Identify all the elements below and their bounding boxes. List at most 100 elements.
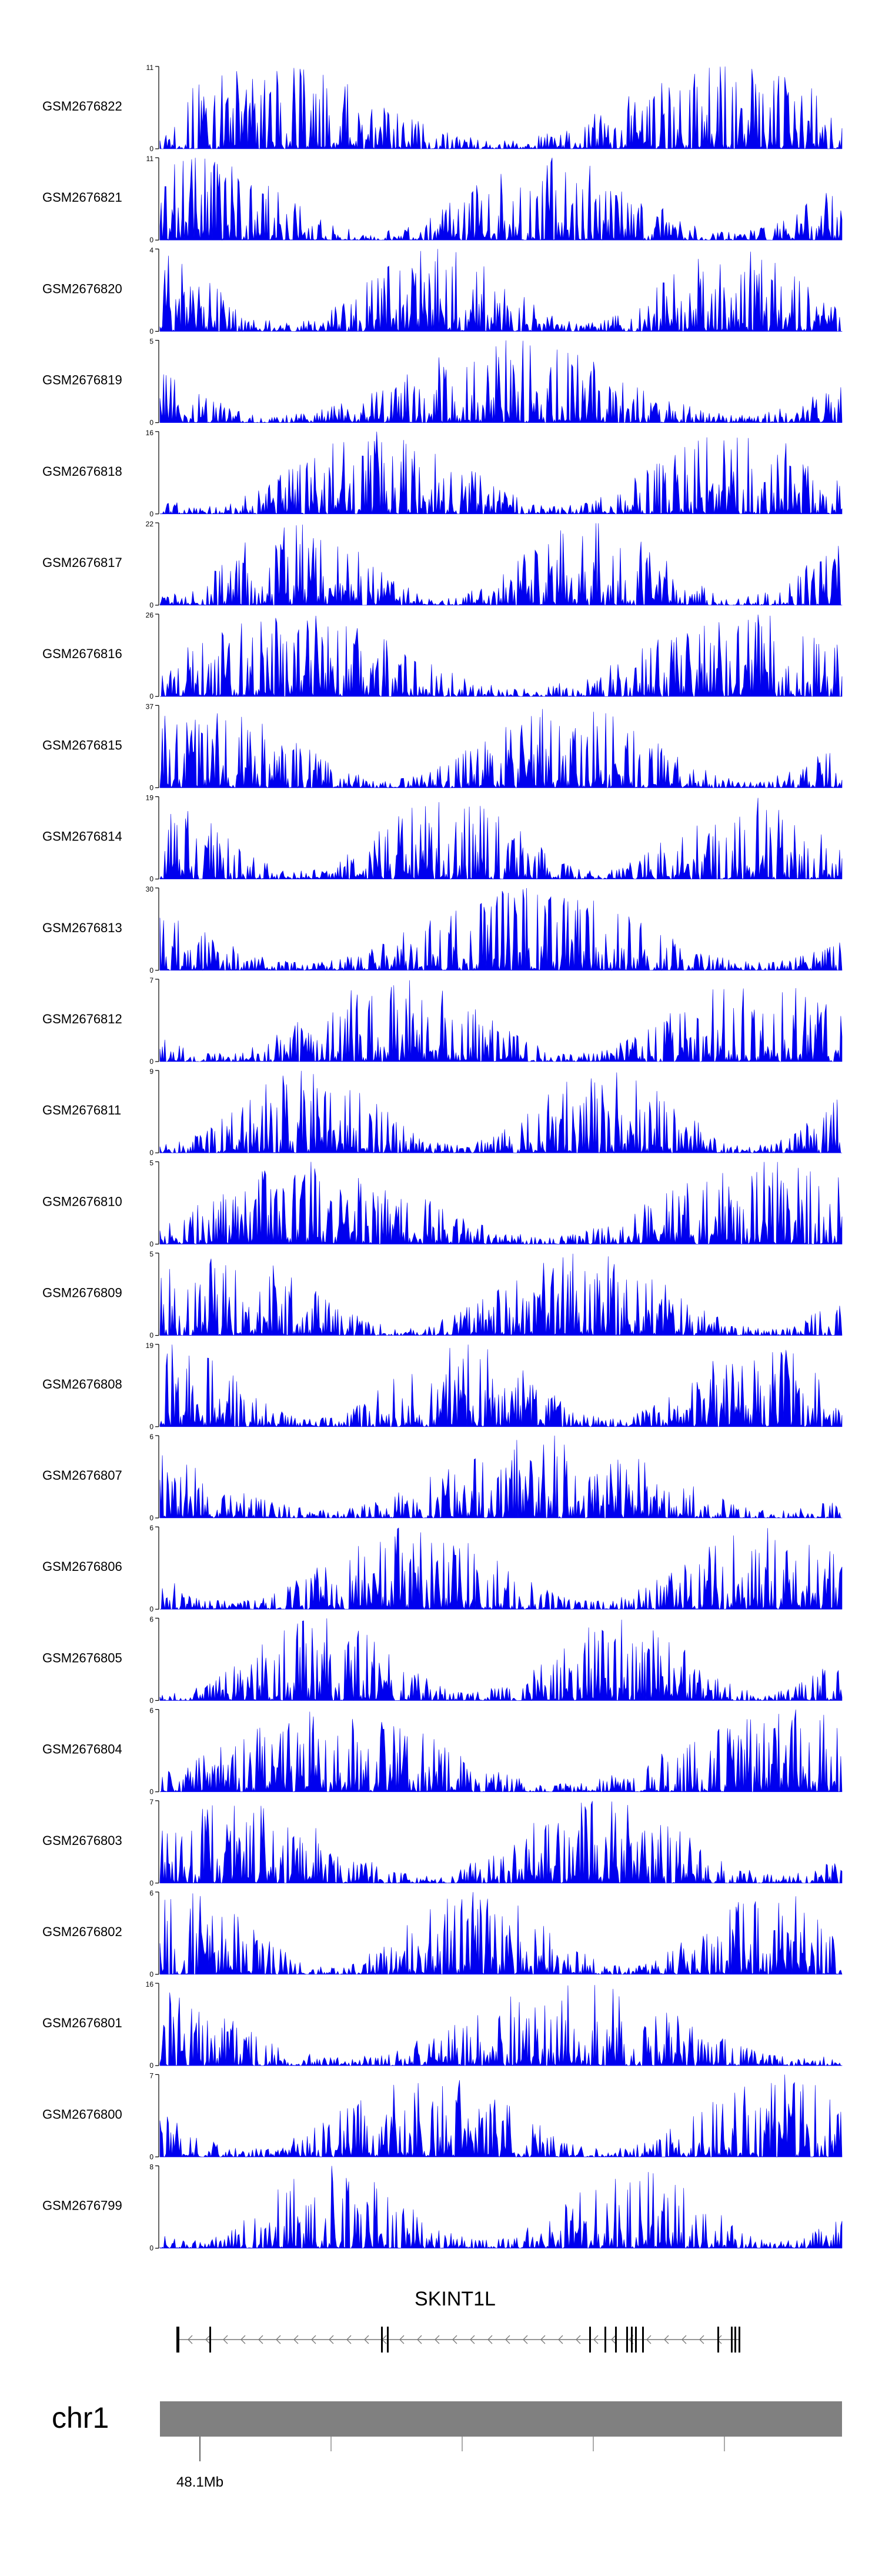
track-label: GSM2676804 — [42, 1742, 122, 1757]
y-max-tick-label: 30 — [146, 885, 154, 893]
strand-chevron — [452, 2335, 457, 2344]
y-zero-tick-label: 0 — [149, 236, 153, 244]
y-zero-tick-label: 0 — [149, 1332, 153, 1340]
track-GSM2676813: GSM2676813 30 0 — [42, 885, 843, 975]
track-GSM2676807: GSM2676807 6 0 — [42, 1433, 843, 1522]
track-GSM2676819: GSM2676819 5 0 — [42, 338, 843, 427]
track-label: GSM2676806 — [42, 1559, 122, 1574]
y-max-tick-label: 5 — [149, 1250, 153, 1259]
strand-chevron — [487, 2335, 493, 2344]
coverage-area — [159, 340, 843, 423]
gene-exon — [381, 2327, 383, 2353]
gene-model — [176, 2327, 740, 2353]
strand-chevron — [576, 2335, 581, 2344]
chromosome-ticks — [199, 2437, 725, 2461]
y-max-tick-label: 26 — [146, 611, 154, 619]
strand-chevron — [240, 2335, 246, 2344]
coverage-area — [159, 1527, 843, 1610]
gene-exon — [176, 2327, 179, 2353]
track-label: GSM2676807 — [42, 1468, 122, 1483]
gene-exon — [717, 2327, 719, 2353]
track-label: GSM2676818 — [42, 464, 122, 479]
gene-exon — [739, 2327, 740, 2353]
track-label: GSM2676817 — [42, 555, 122, 570]
y-max-tick-label: 11 — [146, 155, 154, 163]
track-GSM2676801: GSM2676801 16 0 — [42, 1980, 843, 2070]
coverage-area — [159, 1892, 843, 1976]
track-GSM2676809: GSM2676809 5 0 — [42, 1250, 843, 1340]
y-zero-tick-label: 0 — [149, 1057, 153, 1066]
coverage-area — [159, 2074, 843, 2158]
track-label: GSM2676800 — [42, 2107, 122, 2121]
track-label: GSM2676811 — [42, 1103, 121, 1117]
y-zero-tick-label: 0 — [149, 966, 153, 975]
y-zero-tick-label: 0 — [149, 1970, 153, 1978]
track-GSM2676803: GSM2676803 7 0 — [42, 1798, 843, 1887]
coverage-area — [159, 1253, 843, 1336]
y-zero-tick-label: 0 — [149, 1514, 153, 1522]
y-zero-tick-label: 0 — [149, 510, 153, 518]
y-zero-tick-label: 0 — [149, 1605, 153, 1613]
strand-chevron — [346, 2335, 352, 2344]
y-max-tick-label: 5 — [149, 1159, 153, 1167]
y-zero-tick-label: 0 — [149, 2061, 153, 2070]
gene-exon — [604, 2327, 606, 2353]
gene-exon — [209, 2327, 211, 2353]
coverage-area — [159, 980, 843, 1063]
track-label: GSM2676814 — [42, 829, 122, 844]
y-zero-tick-label: 0 — [149, 601, 153, 609]
strand-chevron — [329, 2335, 334, 2344]
y-zero-tick-label: 0 — [149, 692, 153, 700]
gene-exon — [631, 2327, 633, 2353]
coverage-area — [159, 66, 843, 150]
y-zero-tick-label: 0 — [149, 1879, 153, 1887]
track-label: GSM2676801 — [42, 2016, 122, 2030]
gene-exon — [589, 2327, 591, 2353]
strand-chevron — [223, 2335, 228, 2344]
gene-exon — [615, 2327, 617, 2353]
y-max-tick-label: 9 — [149, 1067, 153, 1076]
gene-exon — [734, 2327, 736, 2353]
coverage-area — [159, 1709, 843, 1793]
track-label: GSM2676812 — [42, 1012, 122, 1026]
strand-chevron — [646, 2335, 652, 2344]
coverage-area — [159, 1162, 843, 1245]
track-label: GSM2676809 — [42, 1286, 122, 1300]
track-GSM2676806: GSM2676806 6 0 — [42, 1524, 843, 1613]
track-label: GSM2676816 — [42, 646, 122, 661]
gene-name-label: SKINT1L — [415, 2288, 496, 2310]
gene-exon — [387, 2327, 389, 2353]
coverage-area — [159, 1344, 843, 1427]
strand-chevron — [664, 2335, 669, 2344]
track-label: GSM2676799 — [42, 2198, 122, 2213]
chromosome-ideogram: chr1 48.1Mb — [52, 2401, 842, 2490]
track-label: GSM2676805 — [42, 1650, 122, 1665]
y-zero-tick-label: 0 — [149, 1149, 153, 1157]
track-label: GSM2676820 — [42, 281, 122, 296]
y-max-tick-label: 7 — [149, 976, 153, 985]
y-max-tick-label: 22 — [146, 520, 154, 528]
y-zero-tick-label: 0 — [149, 1788, 153, 1796]
coverage-area — [159, 887, 843, 971]
y-max-tick-label: 6 — [149, 1889, 153, 1897]
coverage-area — [159, 158, 843, 241]
strand-chevron — [540, 2335, 546, 2344]
coverage-area — [159, 1618, 843, 1701]
track-GSM2676816: GSM2676816 26 0 — [42, 611, 843, 700]
y-max-tick-label: 7 — [149, 1798, 153, 1806]
track-GSM2676812: GSM2676812 7 0 — [42, 976, 843, 1066]
strand-chevron — [276, 2335, 281, 2344]
position-tick-label: 48.1Mb — [176, 2474, 223, 2490]
strand-chevron — [364, 2335, 369, 2344]
y-max-tick-label: 11 — [146, 64, 154, 72]
coverage-tracks: GSM2676822110GSM2676821110GSM267682040GS… — [42, 64, 843, 2253]
y-max-tick-label: 6 — [149, 1707, 153, 1715]
gene-track: SKINT1L — [176, 2288, 740, 2353]
track-label: GSM2676815 — [42, 738, 122, 752]
strand-chevron — [593, 2335, 599, 2344]
strand-chevron — [205, 2335, 211, 2344]
strand-chevron — [681, 2335, 687, 2344]
y-max-tick-label: 19 — [146, 1342, 154, 1350]
track-label: GSM2676803 — [42, 1833, 122, 1848]
